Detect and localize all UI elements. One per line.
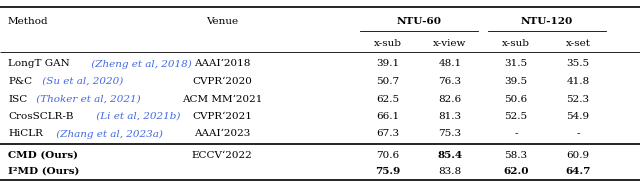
Text: 39.1: 39.1 <box>376 59 399 68</box>
Text: -: - <box>576 130 580 139</box>
Text: 62.5: 62.5 <box>376 94 399 104</box>
Text: ISC: ISC <box>8 94 28 104</box>
Text: 50.7: 50.7 <box>376 77 399 86</box>
Text: 52.3: 52.3 <box>566 94 589 104</box>
Text: AAAI‘2023: AAAI‘2023 <box>194 130 250 139</box>
Text: HiCLR: HiCLR <box>8 130 43 139</box>
Text: Method: Method <box>8 18 49 27</box>
Text: LongT GAN: LongT GAN <box>8 59 70 68</box>
Text: 48.1: 48.1 <box>438 59 461 68</box>
Text: (Zheng et al, 2018): (Zheng et al, 2018) <box>88 59 191 69</box>
Text: 85.4: 85.4 <box>437 150 463 160</box>
Text: AAAI‘2018: AAAI‘2018 <box>194 59 250 68</box>
Text: 64.7: 64.7 <box>565 167 591 175</box>
Text: 60.9: 60.9 <box>566 150 589 160</box>
Text: 66.1: 66.1 <box>376 112 399 121</box>
Text: 52.5: 52.5 <box>504 112 527 121</box>
Text: CrosSCLR-B: CrosSCLR-B <box>8 112 74 121</box>
Text: 67.3: 67.3 <box>376 130 399 139</box>
Text: 62.0: 62.0 <box>503 167 529 175</box>
Text: 70.6: 70.6 <box>376 150 399 160</box>
Text: 75.3: 75.3 <box>438 130 461 139</box>
Text: x-sub: x-sub <box>502 38 530 48</box>
Text: 76.3: 76.3 <box>438 77 461 86</box>
Text: 31.5: 31.5 <box>504 59 527 68</box>
Text: ECCV‘2022: ECCV‘2022 <box>191 150 252 160</box>
Text: P&C: P&C <box>8 77 32 86</box>
Text: (Thoker et al, 2021): (Thoker et al, 2021) <box>33 94 140 104</box>
Text: 50.6: 50.6 <box>504 94 527 104</box>
Text: CMD (Ours): CMD (Ours) <box>8 150 78 160</box>
Text: 54.9: 54.9 <box>566 112 589 121</box>
Text: (Su et al, 2020): (Su et al, 2020) <box>39 77 124 86</box>
Text: 58.3: 58.3 <box>504 150 527 160</box>
Text: ACM MM‘2021: ACM MM‘2021 <box>182 94 262 104</box>
Text: NTU-120: NTU-120 <box>521 18 573 27</box>
Text: -: - <box>515 130 518 139</box>
Text: CVPR‘2021: CVPR‘2021 <box>192 112 252 121</box>
Text: x-set: x-set <box>566 38 591 48</box>
Text: 35.5: 35.5 <box>566 59 589 68</box>
Text: (Zhang et al, 2023a): (Zhang et al, 2023a) <box>53 129 163 139</box>
Text: (Li et al, 2021b): (Li et al, 2021b) <box>93 112 180 121</box>
Text: 75.9: 75.9 <box>376 167 401 175</box>
Text: NTU-60: NTU-60 <box>397 18 442 27</box>
Text: Venue: Venue <box>206 18 238 27</box>
Text: x-view: x-view <box>433 38 467 48</box>
Text: I²MD (Ours): I²MD (Ours) <box>8 167 79 175</box>
Text: CVPR‘2020: CVPR‘2020 <box>192 77 252 86</box>
Text: 82.6: 82.6 <box>438 94 461 104</box>
Text: x-sub: x-sub <box>374 38 402 48</box>
Text: 39.5: 39.5 <box>504 77 527 86</box>
Text: 41.8: 41.8 <box>566 77 589 86</box>
Text: 83.8: 83.8 <box>438 167 461 175</box>
Text: 81.3: 81.3 <box>438 112 461 121</box>
